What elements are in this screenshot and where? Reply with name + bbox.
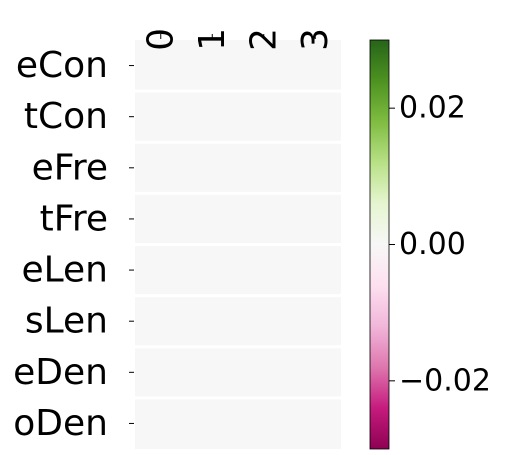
y-tick-label: oDen (13, 403, 108, 444)
y-tick-label: eFre (32, 147, 108, 188)
x-tick-label: 2 (243, 28, 284, 51)
y-tick-label: tCon (24, 96, 108, 137)
heatmap-cell (289, 40, 341, 92)
x-tick-label: 1 (192, 28, 233, 51)
heatmap-cell (289, 244, 341, 296)
heatmap-cell (289, 397, 341, 449)
heatmap-cell (238, 244, 290, 296)
heatmap-cells (135, 40, 341, 449)
heatmap-cell (135, 346, 187, 398)
heatmap-cell (238, 91, 290, 143)
heatmap-cell (186, 40, 238, 92)
heatmap-cell (238, 142, 290, 194)
heatmap-cell (135, 40, 187, 92)
heatmap-cell (238, 295, 290, 347)
x-tick-label: 3 (295, 28, 336, 51)
colorbar: −0.02 0.00 0.02 (369, 39, 491, 450)
heatmap-cell (135, 142, 187, 194)
colorbar-tick-label: 0.02 (399, 91, 466, 126)
y-tick-label: eCon (16, 45, 108, 86)
y-axis: eCon tCon eFre tFre eLen sLen eDen oDen (13, 45, 134, 444)
heatmap-cell (186, 142, 238, 194)
heatmap-cell (135, 295, 187, 347)
colorbar-gradient (369, 39, 390, 450)
heatmap-cell (289, 295, 341, 347)
heatmap-cell (289, 346, 341, 398)
heatmap-cell (135, 91, 187, 143)
heatmap-cell (186, 193, 238, 245)
heatmap-cell (238, 397, 290, 449)
y-tick-label: eDen (13, 352, 108, 393)
colorbar-tick-label: −0.02 (399, 363, 491, 398)
heatmap-cell (135, 397, 187, 449)
heatmap-cell (238, 346, 290, 398)
colorbar-tick-label: 0.00 (399, 227, 466, 262)
heatmap-cell (186, 91, 238, 143)
y-tick-label: tFre (40, 198, 108, 239)
y-tick-label: sLen (25, 301, 108, 342)
heatmap-cell (135, 193, 187, 245)
heatmap-cell (289, 91, 341, 143)
heatmap-cell (186, 295, 238, 347)
heatmap-cell (186, 244, 238, 296)
heatmap-cell (135, 244, 187, 296)
heatmap-cell (289, 142, 341, 194)
heatmap-cell (186, 346, 238, 398)
heatmap-cell (238, 193, 290, 245)
heatmap-cell (289, 193, 341, 245)
heatmap-cell (238, 40, 290, 92)
x-tick-label: 0 (140, 28, 181, 51)
y-tick-label: eLen (21, 250, 108, 291)
heatmap-cell (186, 397, 238, 449)
